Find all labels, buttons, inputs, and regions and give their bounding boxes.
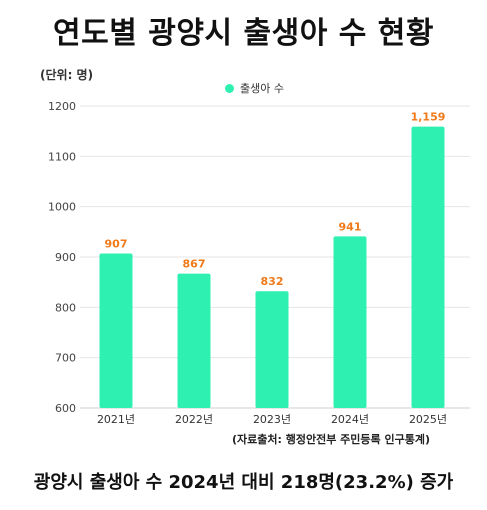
value-label: 867 bbox=[183, 258, 206, 271]
source-note: (자료출처: 행정안전부 주민등록 인구통계) bbox=[232, 433, 430, 446]
x-tick-label: 2022년 bbox=[175, 413, 213, 426]
value-label: 832 bbox=[261, 275, 284, 288]
x-tick-label: 2024년 bbox=[331, 413, 369, 426]
legend-label: 출생아 수 bbox=[240, 82, 284, 95]
y-tick-label: 1100 bbox=[48, 150, 76, 163]
y-tick-label: 800 bbox=[55, 301, 76, 314]
x-tick-label: 2025년 bbox=[409, 413, 447, 426]
chart-title: 연도별 광양시 출생아 수 현황 bbox=[53, 16, 434, 51]
bar bbox=[177, 273, 211, 408]
bar bbox=[333, 236, 367, 408]
bar-layer bbox=[99, 126, 445, 409]
y-tick-label: 600 bbox=[55, 402, 76, 415]
footer-caption: 광양시 출생아 수 2024년 대비 218명(23.2%) 증가 bbox=[33, 472, 454, 493]
grid-layer bbox=[80, 105, 470, 409]
legend: 출생아 수 bbox=[225, 80, 284, 96]
bar bbox=[411, 126, 445, 409]
y-tick-label: 1200 bbox=[48, 100, 76, 113]
value-label: 941 bbox=[339, 220, 362, 233]
legend-swatch bbox=[225, 83, 234, 93]
label-layer: 600 700 800 900 1000 1100 1200 907 2021년 867 2022년… bbox=[48, 100, 447, 426]
y-tick-label: 700 bbox=[55, 352, 76, 365]
value-label: 1,159 bbox=[411, 111, 446, 124]
y-tick-label: 900 bbox=[55, 251, 76, 264]
unit-label: (단위: 명) bbox=[40, 68, 94, 82]
y-tick-label: 1000 bbox=[48, 201, 76, 214]
x-tick-label: 2023년 bbox=[253, 413, 291, 426]
value-label: 907 bbox=[105, 237, 128, 250]
bar bbox=[99, 253, 133, 408]
bar bbox=[255, 291, 289, 408]
x-tick-label: 2021년 bbox=[97, 413, 135, 426]
